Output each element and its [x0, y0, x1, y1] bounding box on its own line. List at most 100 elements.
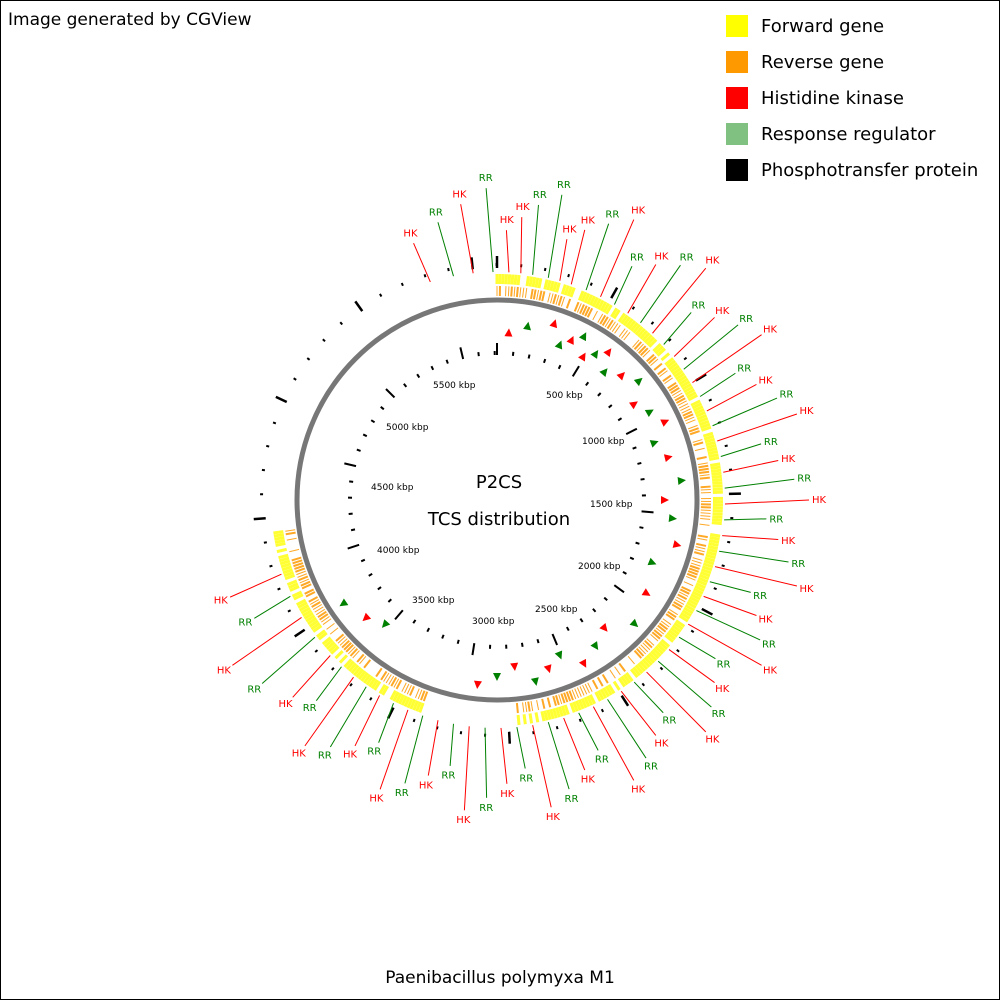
tick-label: 1000 kbp	[582, 437, 625, 447]
callout-line	[563, 717, 586, 771]
reverse-gene	[341, 639, 350, 649]
outer-tick	[287, 609, 292, 613]
reverse-gene	[285, 529, 296, 532]
forward-gene	[704, 556, 716, 563]
forward-gene	[303, 611, 314, 620]
reverse-gene	[694, 548, 705, 553]
reverse-gene	[587, 682, 593, 692]
forward-gene	[656, 643, 666, 653]
forward-gene	[643, 656, 653, 666]
inner-tick	[394, 609, 404, 621]
hk-marker	[549, 319, 558, 329]
forward-gene	[572, 701, 579, 712]
reverse-gene	[650, 633, 659, 642]
outer-tick	[294, 628, 306, 638]
inner-tick	[403, 383, 408, 388]
hk-label: HK	[781, 536, 796, 547]
inner-tick	[471, 643, 476, 656]
hk-label: HK	[781, 454, 796, 465]
reverse-gene	[536, 700, 540, 711]
reverse-gene	[319, 613, 329, 621]
hk-marker	[616, 372, 625, 381]
outer-tick	[650, 321, 655, 325]
callout-line	[354, 695, 381, 747]
forward-gene	[625, 318, 634, 328]
forward-gene	[588, 295, 597, 306]
organism-caption: Paenibacillus polymyxa M1	[385, 968, 615, 988]
outer-tick	[277, 587, 281, 591]
reverse-gene	[698, 467, 709, 472]
inner-tick	[613, 584, 625, 594]
rr-label: RR	[429, 207, 443, 218]
inner-tick	[350, 528, 356, 532]
forward-gene	[671, 624, 682, 633]
forward-gene	[690, 399, 701, 407]
forward-gene	[648, 652, 658, 662]
rr-marker	[677, 476, 686, 485]
reverse-gene	[409, 685, 415, 696]
reverse-gene	[680, 405, 690, 412]
callout-line	[724, 518, 767, 521]
forward-gene	[540, 710, 546, 722]
callout-line	[722, 535, 779, 541]
reverse-gene	[300, 580, 311, 587]
reverse-gene	[678, 403, 689, 409]
forward-gene	[352, 666, 362, 677]
forward-gene	[710, 465, 721, 470]
reverse-gene	[568, 690, 574, 701]
forward-gene	[594, 298, 602, 309]
hk-label: HK	[654, 251, 669, 262]
forward-gene	[355, 668, 365, 679]
reverse-gene	[627, 655, 635, 665]
outer-tick	[272, 421, 277, 425]
forward-gene	[689, 596, 700, 604]
forward-gene	[286, 579, 298, 587]
forward-gene	[602, 687, 610, 698]
inner-tick	[377, 586, 382, 591]
callout-line	[724, 499, 810, 505]
forward-gene	[537, 278, 543, 289]
outer-tick	[578, 718, 582, 723]
hk-label: HK	[799, 584, 814, 595]
reverse-gene	[395, 679, 403, 690]
reverse-gene	[691, 559, 702, 564]
inner-tick	[571, 365, 580, 377]
reverse-gene	[609, 669, 616, 679]
callout-line	[717, 413, 798, 442]
hk-label: HK	[812, 495, 827, 506]
forward-gene	[700, 425, 712, 432]
forward-gene	[348, 662, 357, 673]
reverse-gene-track	[285, 286, 711, 714]
inner-tick	[536, 638, 540, 644]
hk-label: HK	[581, 215, 596, 226]
rr-label: RR	[367, 747, 381, 758]
callout-line	[703, 595, 757, 616]
reverse-gene	[667, 381, 677, 390]
reverse-gene	[565, 691, 572, 702]
rr-label: RR	[779, 390, 793, 401]
forward-gene	[373, 680, 382, 691]
forward-gene	[555, 707, 561, 718]
forward-gene	[698, 573, 710, 581]
forward-gene	[684, 604, 696, 612]
legend-item-phosphotransfer-protein: Phosphotransfer protein	[726, 152, 978, 188]
hk-marker	[660, 419, 670, 427]
outer-tick	[447, 267, 450, 272]
callout-line	[449, 723, 454, 766]
reverse-gene	[294, 564, 305, 570]
tick-label: 5000 kbp	[386, 423, 429, 433]
forward-gene	[708, 539, 720, 544]
inner-tick	[635, 541, 640, 545]
rr-marker	[633, 377, 643, 387]
callout-line	[329, 686, 367, 748]
forward-gene	[687, 393, 698, 402]
hk-label: HK	[546, 812, 561, 823]
forward-gene	[591, 296, 599, 308]
forward-gene	[678, 614, 689, 623]
forward-gene	[711, 478, 723, 482]
rr-marker	[590, 349, 599, 359]
forward-gene	[310, 622, 321, 631]
callout-line	[719, 550, 789, 563]
reverse-gene	[297, 573, 307, 578]
reverse-gene	[406, 684, 412, 695]
